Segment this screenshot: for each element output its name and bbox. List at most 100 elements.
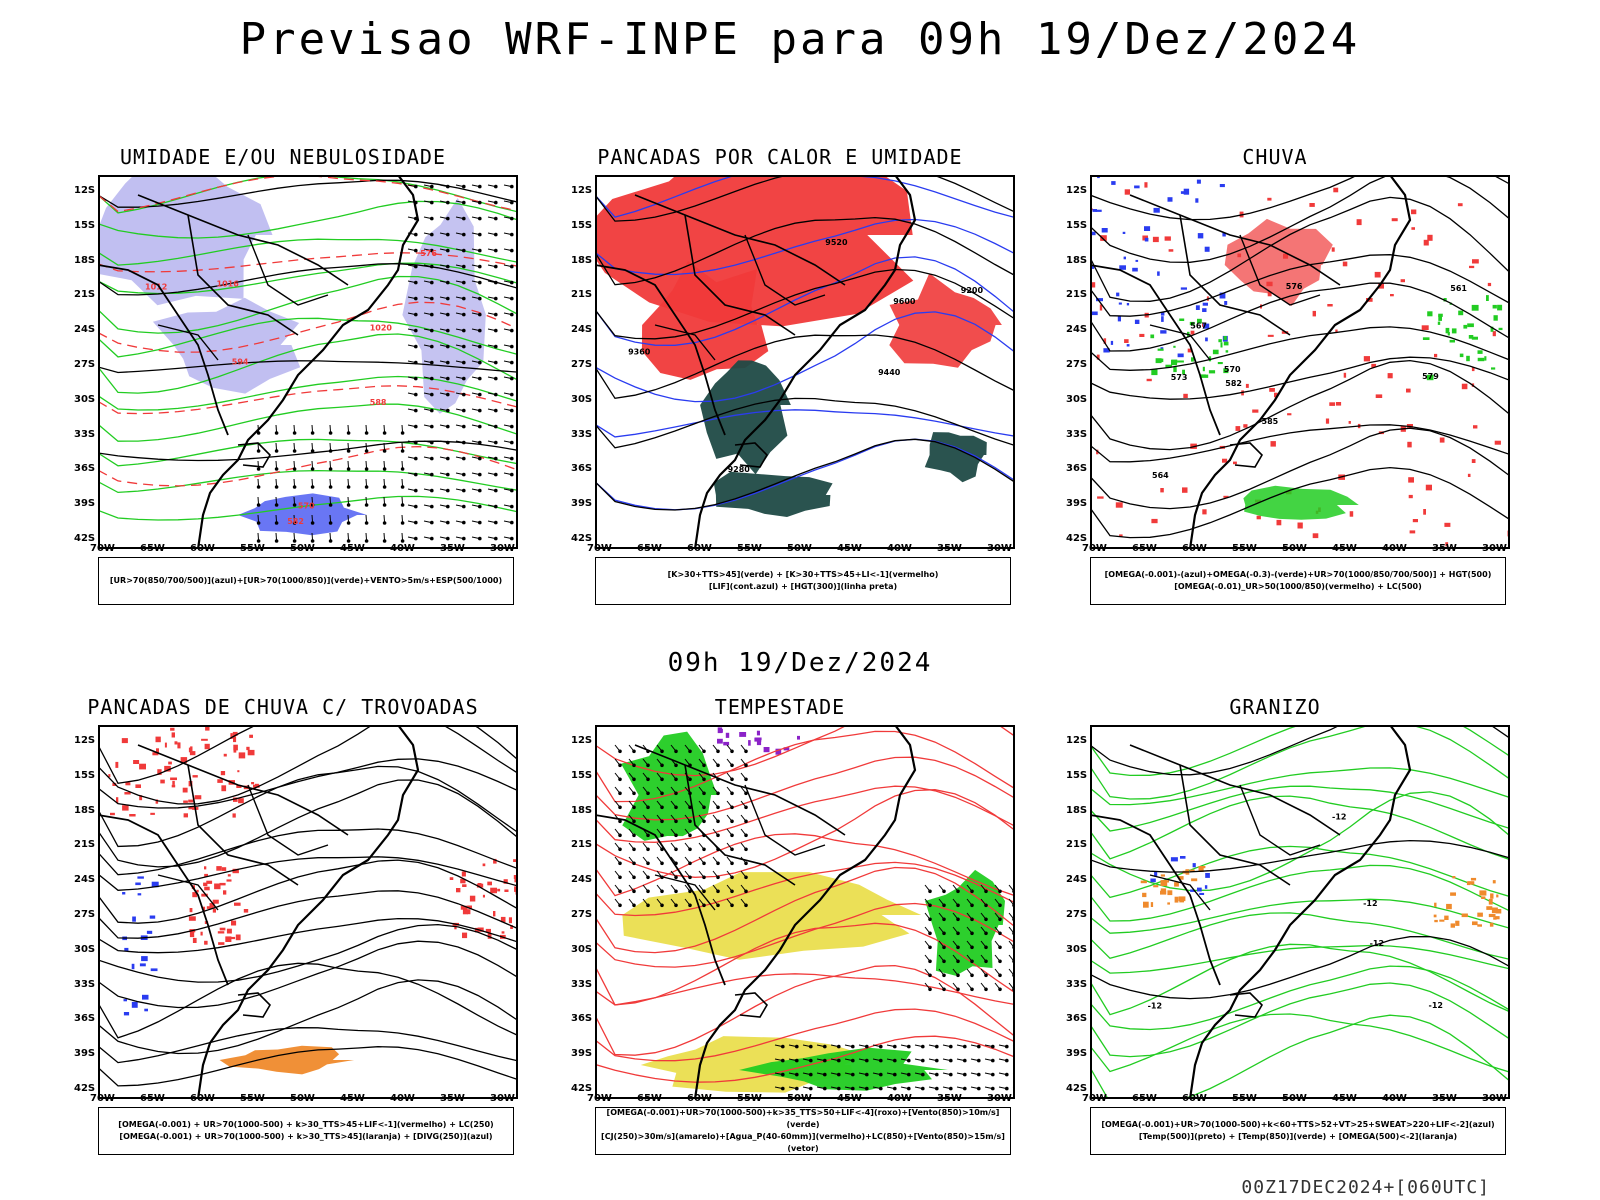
lat-tick-label: 39S: [74, 1048, 96, 1060]
panel-pancadas-trovoadas[interactable]: PANCADAS DE CHUVA C/ TROVOADAS 12S 15S 18S 2…: [48, 695, 518, 1175]
lon-tick-label: 30W: [1482, 1093, 1507, 1104]
map-area[interactable]: 1012 1016 1020 570 576 582 588 594: [98, 175, 518, 549]
lon-tick-label: 35W: [937, 1093, 962, 1104]
lon-tick-label: 35W: [937, 543, 962, 554]
panel-title: PANCADAS POR CALOR E UMIDADE: [597, 145, 963, 169]
lon-tick-label: 50W: [1282, 543, 1307, 554]
panel-title: UMIDADE E/OU NEBULOSIDADE: [119, 145, 447, 169]
legend-line: [UR>70(850/700/500)](azul)+[UR>70(1000/8…: [109, 576, 503, 585]
lat-tick-label: 24S: [571, 874, 593, 886]
lon-tick-label: 70W: [587, 543, 612, 554]
contour-label: -12: [1363, 899, 1377, 908]
lat-tick-label: 33S: [74, 428, 96, 440]
lat-tick-label: 12S: [74, 185, 96, 196]
omega-green-area: [1243, 485, 1359, 520]
thickness-contours: [98, 175, 518, 487]
contour-label: 9520: [825, 238, 848, 247]
lat-tick-label: 36S: [1066, 463, 1088, 475]
map-area[interactable]: 9600 9520 9440 9360 9280 9200: [595, 175, 1015, 549]
lon-tick-label: 60W: [687, 543, 712, 554]
panel-title: TEMPESTADE: [714, 695, 846, 719]
forecast-time-title: 09h 19/Dez/2024: [667, 648, 933, 678]
lat-tick-label: 42S: [571, 1083, 593, 1094]
lat-tick-label: 24S: [1066, 874, 1088, 886]
lat-tick-label: 33S: [571, 978, 593, 990]
lat-tick-label: 30S: [74, 943, 96, 955]
map-area[interactable]: [595, 725, 1015, 1099]
legend-caption: [OMEGA(-0.001)-(azul)+OMEGA(-0.3)-(verde…: [1090, 557, 1506, 605]
lat-tick-label: 30S: [1066, 943, 1088, 955]
wind850-green-area: [739, 1047, 948, 1091]
map-canvas: [595, 725, 1015, 1099]
contour-label: 9360: [628, 348, 651, 357]
lat-tick-label: 18S: [571, 254, 593, 266]
lat-tick-label: 12S: [74, 735, 96, 746]
lon-tick-label: 55W: [737, 543, 762, 554]
map-area[interactable]: -12 -12 -12 -12 -12: [1090, 725, 1510, 1099]
contour-label: 573: [1171, 373, 1188, 382]
lon-tick-label: 45W: [340, 543, 365, 554]
coastline-and-borders: [595, 175, 917, 549]
map-frame: [1090, 725, 1510, 1099]
instability-red-area: [889, 273, 1002, 368]
map-area[interactable]: [98, 725, 518, 1099]
lon-tick-label: 40W: [1382, 543, 1407, 554]
lat-tick-label: 30S: [74, 393, 96, 405]
lon-tick-label: 70W: [587, 1093, 612, 1104]
omega500-orange-speckles: [1433, 876, 1502, 928]
lat-tick-label: 15S: [571, 219, 593, 231]
wind-vectors: [774, 1044, 1015, 1091]
lat-tick-label: 21S: [74, 289, 96, 301]
panel-tempestade[interactable]: TEMPESTADE 12S 15S 18S 21S 24S 27S 30S 33S 36S 39S…: [545, 695, 1015, 1175]
lat-tick-label: 42S: [1066, 533, 1088, 544]
lon-tick-label: 65W: [637, 1093, 662, 1104]
omega-green-speckles: [1422, 295, 1503, 381]
lon-tick-label: 60W: [1182, 1093, 1207, 1104]
contour-label: 567: [1190, 321, 1207, 330]
map-canvas: 9600 9520 9440 9360 9280 9200: [595, 175, 1015, 549]
humidity-upper-area: [152, 297, 301, 394]
instability-dark-area: [713, 471, 833, 517]
lon-tick-label: 50W: [1282, 1093, 1307, 1104]
map-frame: [98, 725, 518, 1099]
map-frame: [595, 175, 1015, 549]
panel-pancadas-calor[interactable]: PANCADAS POR CALOR E UMIDADE 9600 9520 9440…: [545, 145, 1015, 625]
streamlines-250: [98, 725, 518, 1087]
lon-tick-label: 45W: [340, 1093, 365, 1104]
contour-label: 579: [1422, 372, 1439, 381]
coastline-and-borders: [98, 175, 420, 549]
contour-label: 576: [420, 249, 437, 258]
legend-line: [K>30+TTS>45](verde) + [K>30+TTS>45+LI<-…: [667, 570, 939, 579]
lat-tick-label: 18S: [74, 254, 96, 266]
lon-tick-label: 65W: [140, 1093, 165, 1104]
lat-tick-label: 42S: [1066, 1083, 1088, 1094]
run-footer: 00Z17DEC2024+[060UTC]: [1241, 1177, 1490, 1198]
lat-tick-label: 21S: [571, 289, 593, 301]
lat-tick-label: 36S: [571, 1013, 593, 1025]
panel-granizo[interactable]: GRANIZO -12 -12 -12 -12 -12 12S 15S 18S 21S 24S 27S…: [1040, 695, 1510, 1175]
map-area[interactable]: 585 582 579 576 573 570 567 564 561: [1090, 175, 1510, 549]
contour-label: 1012: [145, 282, 167, 291]
panel-chuva[interactable]: CHUVA 585 582 579 576 573 570 567 564 561 12S 15S 18…: [1040, 145, 1510, 625]
thunder-orange-area: [219, 1045, 355, 1075]
legend-caption: [OMEGA(-0.001)+UR>70(1000-500)+k>35_TTS>…: [595, 1107, 1011, 1155]
lon-tick-label: 35W: [440, 543, 465, 554]
lat-tick-label: 18S: [1066, 804, 1088, 816]
panel-umidade[interactable]: UMIDADE E/OU NEBULOSIDADE 1012 1016 1020 570…: [48, 145, 518, 625]
lat-tick-label: 36S: [571, 463, 593, 475]
lon-tick-label: 50W: [290, 1093, 315, 1104]
divergence-blue-speckles: [122, 876, 159, 1016]
lat-tick-label: 27S: [1066, 359, 1088, 370]
panel-title: PANCADAS DE CHUVA C/ TROVOADAS: [87, 695, 479, 719]
legend-caption: [OMEGA(-0.001)+UR>70(1000-500)+k<60+TTS>…: [1090, 1107, 1506, 1155]
wind-vectors: [256, 424, 405, 543]
lat-tick-label: 24S: [1066, 324, 1088, 336]
lon-tick-label: 40W: [390, 543, 415, 554]
lat-tick-label: 15S: [1066, 769, 1088, 781]
lat-tick-label: 12S: [1066, 185, 1088, 196]
panel-title: CHUVA: [1242, 145, 1308, 169]
lon-tick-label: 35W: [440, 1093, 465, 1104]
main-title: Previsao WRF-INPE para 09h 19/Dez/2024: [239, 14, 1361, 65]
lon-tick-label: 50W: [290, 543, 315, 554]
lon-tick-label: 30W: [490, 543, 515, 554]
